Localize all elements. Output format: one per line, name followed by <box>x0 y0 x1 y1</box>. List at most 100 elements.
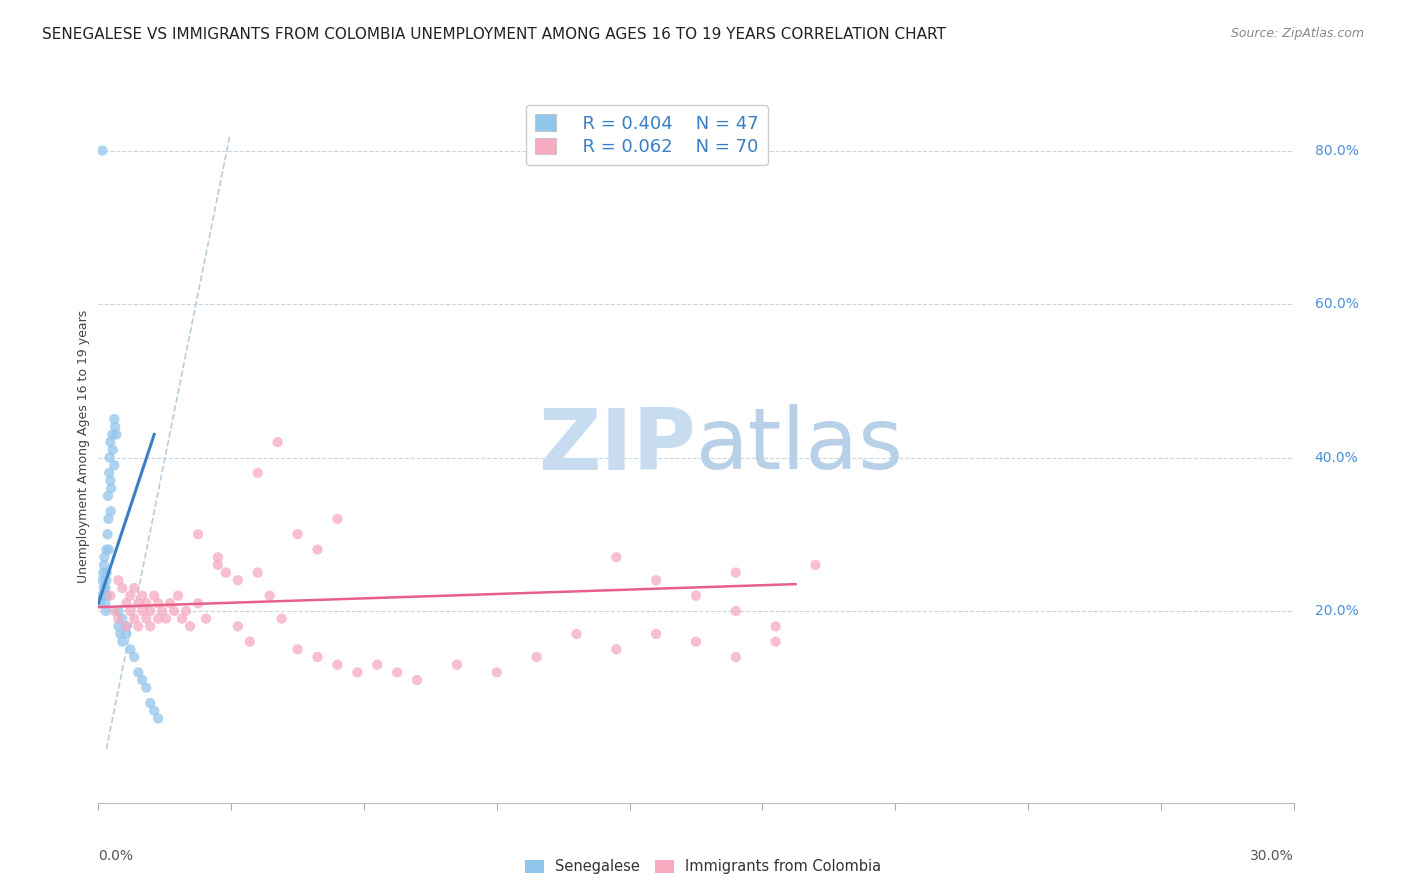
Point <box>91 144 114 158</box>
Point <box>287 642 309 657</box>
Point <box>98 466 121 480</box>
Point <box>148 711 170 725</box>
Point <box>93 550 115 565</box>
Point <box>246 466 269 480</box>
Point <box>93 581 115 595</box>
Point <box>605 642 627 657</box>
Point <box>143 704 166 718</box>
Point <box>446 657 468 672</box>
Text: 0.0%: 0.0% <box>98 849 134 863</box>
Point <box>107 604 129 618</box>
Point <box>207 558 229 572</box>
Point <box>226 619 249 633</box>
Point <box>110 627 132 641</box>
Point <box>326 512 349 526</box>
Point <box>98 435 122 450</box>
Text: Source: ZipAtlas.com: Source: ZipAtlas.com <box>1230 27 1364 40</box>
Point <box>287 527 309 541</box>
Point <box>124 650 146 665</box>
Point <box>179 619 201 633</box>
Point <box>207 550 229 565</box>
Point <box>94 589 117 603</box>
Point <box>307 542 329 557</box>
Text: 80.0%: 80.0% <box>1315 144 1358 158</box>
Point <box>139 604 162 618</box>
Point <box>406 673 429 687</box>
Point <box>127 665 149 680</box>
Point <box>148 612 170 626</box>
Point <box>804 558 827 572</box>
Point <box>239 634 262 648</box>
Point <box>96 574 118 588</box>
Point <box>105 427 128 442</box>
Point <box>172 612 194 626</box>
Point <box>485 665 508 680</box>
Point <box>94 604 117 618</box>
Point <box>107 574 129 588</box>
Point <box>645 574 668 588</box>
Point <box>270 612 292 626</box>
Text: 40.0%: 40.0% <box>1315 450 1358 465</box>
Point <box>100 481 122 495</box>
Point <box>101 442 124 457</box>
Point <box>135 612 157 626</box>
Point <box>187 527 209 541</box>
Point <box>120 604 142 618</box>
Point <box>100 504 122 518</box>
Point <box>120 589 142 603</box>
Point <box>307 650 329 665</box>
Point <box>115 619 138 633</box>
Point <box>135 596 157 610</box>
Point <box>127 619 149 633</box>
Point <box>267 435 290 450</box>
Point <box>139 619 162 633</box>
Point <box>98 450 121 465</box>
Point <box>135 681 157 695</box>
Text: ZIP: ZIP <box>538 404 696 488</box>
Point <box>685 589 707 603</box>
Point <box>163 604 186 618</box>
Point <box>96 589 118 603</box>
Text: 20.0%: 20.0% <box>1315 604 1358 618</box>
Point <box>94 581 117 595</box>
Point <box>104 419 127 434</box>
Point <box>97 542 120 557</box>
Text: 60.0%: 60.0% <box>1315 297 1358 311</box>
Point <box>94 596 117 610</box>
Point <box>685 634 707 648</box>
Point <box>131 604 153 618</box>
Point <box>97 527 120 541</box>
Point <box>115 627 138 641</box>
Text: 30.0%: 30.0% <box>1250 849 1294 863</box>
Point <box>139 696 162 710</box>
Point <box>91 566 114 580</box>
Text: SENEGALESE VS IMMIGRANTS FROM COLOMBIA UNEMPLOYMENT AMONG AGES 16 TO 19 YEARS CO: SENEGALESE VS IMMIGRANTS FROM COLOMBIA U… <box>42 27 946 42</box>
Point <box>97 489 120 503</box>
Text: atlas: atlas <box>696 404 904 488</box>
Point <box>103 458 125 473</box>
Point <box>127 596 149 610</box>
Point <box>526 650 548 665</box>
Point <box>111 634 134 648</box>
Point <box>98 474 122 488</box>
Point <box>103 604 125 618</box>
Point <box>246 566 269 580</box>
Point <box>187 596 209 610</box>
Point <box>96 566 118 580</box>
Point <box>724 604 747 618</box>
Point <box>385 665 409 680</box>
Point <box>215 566 238 580</box>
Point <box>605 550 627 565</box>
Point <box>724 566 747 580</box>
Point <box>131 673 153 687</box>
Point <box>120 642 142 657</box>
Y-axis label: Unemployment Among Ages 16 to 19 years: Unemployment Among Ages 16 to 19 years <box>77 310 90 582</box>
Point <box>167 589 190 603</box>
Point <box>89 596 111 610</box>
Point <box>645 627 668 641</box>
Point <box>194 612 218 626</box>
Point <box>115 596 138 610</box>
Point <box>131 589 153 603</box>
Point <box>346 665 368 680</box>
Point <box>226 574 249 588</box>
